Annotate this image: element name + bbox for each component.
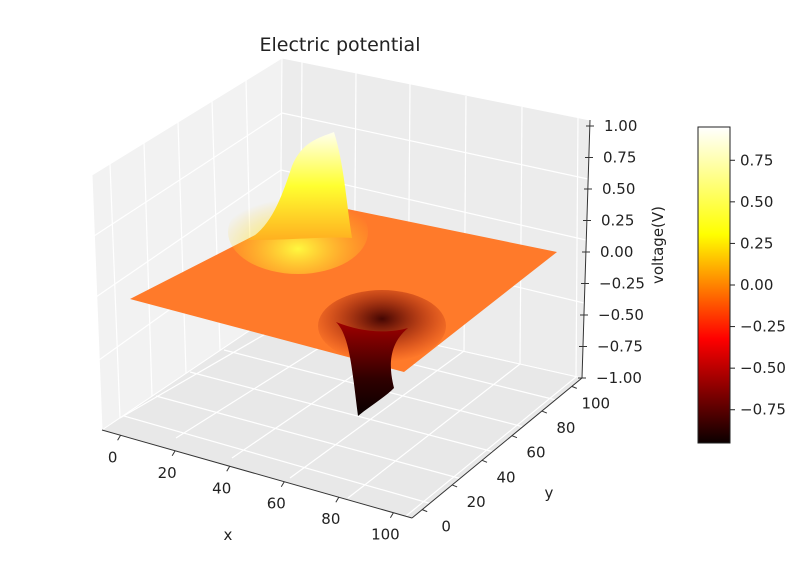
colorbar-tick-label: 0.25 xyxy=(740,234,773,252)
z-tick-label: 0.00 xyxy=(600,243,633,261)
y-tick-mark xyxy=(541,410,548,414)
z-tick-label: −0.50 xyxy=(598,306,644,324)
surface-peak xyxy=(248,132,352,240)
colorbar-tick-label: 0.75 xyxy=(740,151,773,169)
x-tick-mark xyxy=(117,435,122,441)
x-tick-mark xyxy=(226,465,231,472)
y-tick-mark xyxy=(571,385,577,389)
z-tick-label: −1.00 xyxy=(596,369,642,387)
z-tick-label: 0.50 xyxy=(602,180,635,198)
gridlines xyxy=(93,61,589,517)
x-tick-label: 0 xyxy=(108,448,118,466)
x-tick-label: 80 xyxy=(321,510,340,528)
y-tick-label: 60 xyxy=(526,444,545,462)
z-tick-label: −0.25 xyxy=(599,275,645,293)
colorbar-gradient xyxy=(697,126,731,444)
x-axis-line xyxy=(101,429,413,519)
x-tick-mark xyxy=(335,496,340,503)
z-tick-label: 0.25 xyxy=(601,212,634,230)
x-tick-mark xyxy=(171,450,176,457)
y-tick-mark xyxy=(422,509,428,513)
y-tick-mark xyxy=(511,435,518,439)
surface-trough xyxy=(336,322,408,416)
x-tick-mark xyxy=(280,481,285,488)
z-tick-label: 0.75 xyxy=(603,149,636,167)
x-tick-label: 60 xyxy=(267,495,286,513)
z-tick-label: 1.00 xyxy=(604,117,637,135)
y-tick-label: 0 xyxy=(441,518,451,536)
y-tick-label: 80 xyxy=(556,419,575,437)
y-tick-mark xyxy=(451,484,458,488)
colorbar-tick-label: 0.00 xyxy=(740,276,773,294)
y-tick-mark xyxy=(481,459,488,463)
x-tick-label: 100 xyxy=(371,526,400,544)
y-tick-label: 40 xyxy=(496,468,515,486)
x-axis-label: x xyxy=(224,526,233,544)
colorbar-tick-label: −0.75 xyxy=(740,401,786,419)
colorbar-tick-label: 0.50 xyxy=(740,193,773,211)
x-tick-mark xyxy=(389,512,394,518)
colorbar-tick-label: −0.25 xyxy=(740,318,786,336)
y-tick-label: 20 xyxy=(467,493,486,511)
x-tick-label: 40 xyxy=(212,479,231,497)
y-axis-line xyxy=(411,377,583,519)
z-axis-line xyxy=(581,119,591,379)
potential-surface xyxy=(130,132,557,416)
y-axis-ticks: 0 20 40 60 80 100 xyxy=(422,385,610,536)
colorbar-ticks: −0.75 −0.50 −0.25 0.00 0.25 0.50 0.75 xyxy=(730,151,786,419)
chart-title: Electric potential xyxy=(260,34,421,56)
y-tick-label: 100 xyxy=(581,394,610,412)
x-axis-ticks: 0 20 40 60 80 100 xyxy=(108,435,400,544)
z-axis-ticks: −1.00 −0.75 −0.50 −0.25 0.00 0.25 0.50 0.75 1.00 xyxy=(578,117,645,387)
colorbar: −0.75 −0.50 −0.25 0.00 0.25 0.50 0.75 xyxy=(697,126,786,444)
z-axis-label: voltage(V) xyxy=(649,206,667,284)
colorbar-tick-label: −0.50 xyxy=(740,359,786,377)
x-tick-label: 20 xyxy=(158,464,177,482)
axis-lines xyxy=(101,119,591,519)
z-tick-label: −0.75 xyxy=(597,338,643,356)
y-axis-label: y xyxy=(545,484,554,502)
